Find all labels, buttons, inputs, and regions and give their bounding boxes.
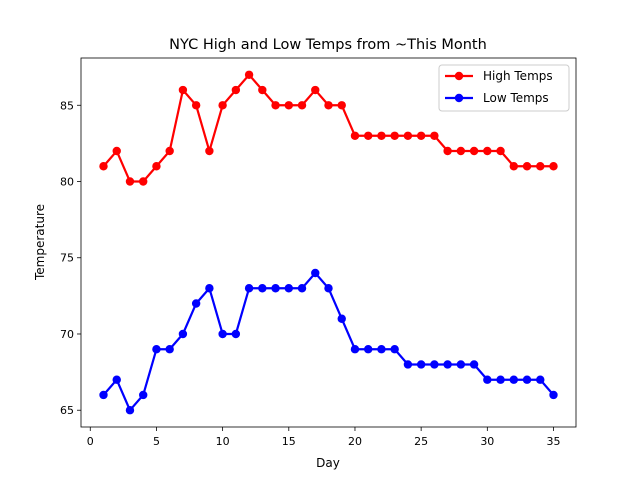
data-point-high	[311, 85, 320, 95]
data-point-low	[112, 375, 121, 384]
data-point-high	[324, 101, 333, 110]
y-tick-label: 75	[60, 252, 74, 265]
x-axis-label: Day	[316, 456, 340, 470]
data-point-low	[364, 345, 373, 354]
data-point-high	[364, 131, 373, 140]
x-tick-label: 20	[348, 435, 362, 448]
data-point-high	[231, 85, 241, 95]
data-point-high	[390, 131, 399, 140]
data-point-low	[191, 299, 201, 308]
data-point-high	[350, 131, 360, 140]
data-point-low	[522, 375, 532, 384]
data-point-high	[191, 101, 201, 110]
x-tick-label: 0	[87, 435, 94, 448]
data-point-high	[377, 131, 386, 140]
data-point-low	[139, 390, 148, 400]
data-point-high	[483, 146, 492, 156]
data-point-low	[469, 360, 479, 369]
axes-frame	[80, 57, 577, 428]
data-point-low	[416, 360, 426, 369]
x-tick-label: 35	[547, 435, 561, 448]
data-point-low	[284, 284, 293, 293]
series-line-low	[102, 271, 555, 413]
data-point-high	[99, 162, 108, 171]
data-point-low	[218, 329, 227, 339]
data-point-high	[469, 146, 479, 156]
legend-label-high: High Temps	[483, 69, 553, 83]
data-point-low	[430, 360, 439, 369]
data-point-high	[205, 146, 214, 156]
data-point-low	[231, 329, 241, 339]
y-axis-label: Temperature	[33, 204, 47, 281]
data-point-low	[350, 345, 360, 354]
data-point-high	[165, 146, 174, 156]
data-point-high	[430, 131, 439, 140]
x-tick-label: 5	[153, 435, 160, 448]
data-point-high	[456, 146, 466, 156]
x-tick-label: 30	[480, 435, 494, 448]
legend-label-low: Low Temps	[483, 91, 549, 105]
y-tick-label: 80	[60, 176, 74, 189]
y-tick-label: 65	[60, 404, 74, 417]
data-point-low	[456, 360, 466, 369]
data-point-high	[549, 162, 558, 171]
legend: High Temps Low Temps	[438, 64, 570, 112]
data-point-low	[337, 314, 346, 323]
data-point-low	[403, 360, 413, 369]
data-point-high	[496, 146, 505, 156]
y-tick-label: 70	[60, 328, 74, 341]
data-point-high	[258, 85, 267, 95]
data-point-low	[496, 375, 505, 384]
x-tick-label: 25	[414, 435, 428, 448]
data-point-low	[99, 390, 108, 400]
data-point-high	[178, 85, 188, 95]
data-point-low	[549, 390, 558, 400]
legend-marker-high	[454, 71, 464, 81]
data-point-low	[205, 284, 214, 293]
legend-marker-low	[454, 93, 464, 103]
y-tick-label: 85	[60, 99, 74, 112]
data-point-low	[152, 345, 161, 354]
data-point-low	[165, 345, 174, 354]
data-point-low	[125, 406, 135, 415]
data-point-high	[218, 101, 227, 110]
data-point-low	[244, 284, 254, 293]
data-point-high	[271, 101, 280, 110]
data-point-low	[377, 345, 386, 354]
data-point-low	[390, 345, 399, 354]
data-point-high	[522, 162, 532, 171]
data-point-high	[509, 162, 518, 171]
data-point-low	[271, 284, 280, 293]
chart-title: NYC High and Low Temps from ~This Month	[169, 37, 487, 53]
data-point-low	[443, 360, 452, 369]
data-point-high	[536, 162, 545, 171]
data-point-high	[297, 101, 307, 110]
data-point-high	[244, 70, 254, 79]
data-point-high	[125, 177, 135, 186]
data-point-low	[509, 375, 518, 384]
data-point-high	[403, 131, 413, 140]
data-point-high	[112, 146, 121, 156]
data-point-low	[258, 284, 267, 293]
data-point-high	[443, 146, 452, 156]
x-tick-label: 10	[216, 435, 230, 448]
data-point-low	[324, 284, 333, 293]
data-point-low	[311, 268, 320, 278]
x-tick-label: 15	[282, 435, 296, 448]
data-point-low	[536, 375, 545, 384]
data-point-low	[178, 329, 188, 339]
data-point-low	[297, 284, 307, 293]
data-point-high	[139, 177, 148, 186]
data-point-high	[284, 101, 293, 110]
data-point-high	[337, 101, 346, 110]
data-point-high	[152, 162, 161, 171]
data-point-low	[483, 375, 492, 384]
data-point-high	[416, 131, 426, 140]
